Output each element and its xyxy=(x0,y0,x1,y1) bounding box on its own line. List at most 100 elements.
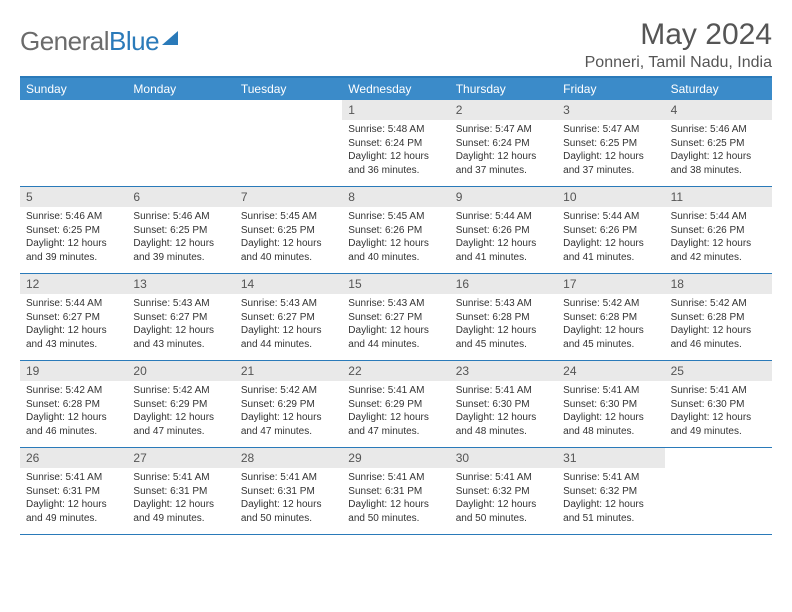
calendar-day: 27Sunrise: 5:41 AMSunset: 6:31 PMDayligh… xyxy=(127,448,234,534)
day-details: Sunrise: 5:42 AMSunset: 6:28 PMDaylight:… xyxy=(665,294,772,356)
logo-text-blue: Blue xyxy=(109,26,159,56)
location-label: Ponneri, Tamil Nadu, India xyxy=(585,54,772,72)
day-number: 17 xyxy=(557,274,664,294)
sunset-line: Sunset: 6:32 PM xyxy=(563,485,658,499)
daylight-line: Daylight: 12 hours and 47 minutes. xyxy=(348,411,443,438)
calendar-day: 25Sunrise: 5:41 AMSunset: 6:30 PMDayligh… xyxy=(665,361,772,447)
sunset-line: Sunset: 6:29 PM xyxy=(348,398,443,412)
daylight-line: Daylight: 12 hours and 47 minutes. xyxy=(241,411,336,438)
day-details: Sunrise: 5:43 AMSunset: 6:27 PMDaylight:… xyxy=(342,294,449,356)
day-number: 10 xyxy=(557,187,664,207)
daylight-line: Daylight: 12 hours and 40 minutes. xyxy=(241,237,336,264)
weekday-header-row: SundayMondayTuesdayWednesdayThursdayFrid… xyxy=(20,78,772,100)
sunrise-line: Sunrise: 5:41 AM xyxy=(671,384,766,398)
calendar-day: 5Sunrise: 5:46 AMSunset: 6:25 PMDaylight… xyxy=(20,187,127,273)
calendar-day: 19Sunrise: 5:42 AMSunset: 6:28 PMDayligh… xyxy=(20,361,127,447)
daylight-line: Daylight: 12 hours and 44 minutes. xyxy=(348,324,443,351)
day-details: Sunrise: 5:41 AMSunset: 6:31 PMDaylight:… xyxy=(20,468,127,530)
sunset-line: Sunset: 6:31 PM xyxy=(133,485,228,499)
sunrise-line: Sunrise: 5:41 AM xyxy=(456,471,551,485)
day-number: 2 xyxy=(450,100,557,120)
daylight-line: Daylight: 12 hours and 46 minutes. xyxy=(26,411,121,438)
day-number: 23 xyxy=(450,361,557,381)
day-details: Sunrise: 5:41 AMSunset: 6:31 PMDaylight:… xyxy=(235,468,342,530)
daylight-line: Daylight: 12 hours and 39 minutes. xyxy=(133,237,228,264)
daylight-line: Daylight: 12 hours and 44 minutes. xyxy=(241,324,336,351)
sunset-line: Sunset: 6:25 PM xyxy=(241,224,336,238)
day-number: 18 xyxy=(665,274,772,294)
day-details: Sunrise: 5:41 AMSunset: 6:30 PMDaylight:… xyxy=(450,381,557,443)
sunrise-line: Sunrise: 5:41 AM xyxy=(133,471,228,485)
day-number: 16 xyxy=(450,274,557,294)
day-number: 7 xyxy=(235,187,342,207)
day-number: 12 xyxy=(20,274,127,294)
calendar-week: 26Sunrise: 5:41 AMSunset: 6:31 PMDayligh… xyxy=(20,448,772,535)
daylight-line: Daylight: 12 hours and 49 minutes. xyxy=(671,411,766,438)
sunrise-line: Sunrise: 5:42 AM xyxy=(26,384,121,398)
header: GeneralBlue May 2024 Ponneri, Tamil Nadu… xyxy=(20,18,772,72)
day-number: 14 xyxy=(235,274,342,294)
sunrise-line: Sunrise: 5:44 AM xyxy=(563,210,658,224)
weekday-header: Thursday xyxy=(450,78,557,100)
sunset-line: Sunset: 6:29 PM xyxy=(241,398,336,412)
calendar-day xyxy=(235,100,342,186)
calendar-day: 22Sunrise: 5:41 AMSunset: 6:29 PMDayligh… xyxy=(342,361,449,447)
calendar-day: 3Sunrise: 5:47 AMSunset: 6:25 PMDaylight… xyxy=(557,100,664,186)
calendar-week: 12Sunrise: 5:44 AMSunset: 6:27 PMDayligh… xyxy=(20,274,772,361)
day-details: Sunrise: 5:41 AMSunset: 6:31 PMDaylight:… xyxy=(127,468,234,530)
sunrise-line: Sunrise: 5:43 AM xyxy=(241,297,336,311)
day-number: 29 xyxy=(342,448,449,468)
sunrise-line: Sunrise: 5:44 AM xyxy=(26,297,121,311)
daylight-line: Daylight: 12 hours and 43 minutes. xyxy=(26,324,121,351)
sunrise-line: Sunrise: 5:45 AM xyxy=(348,210,443,224)
daylight-line: Daylight: 12 hours and 39 minutes. xyxy=(26,237,121,264)
day-number: 11 xyxy=(665,187,772,207)
calendar-day: 12Sunrise: 5:44 AMSunset: 6:27 PMDayligh… xyxy=(20,274,127,360)
day-number: 1 xyxy=(342,100,449,120)
daylight-line: Daylight: 12 hours and 50 minutes. xyxy=(348,498,443,525)
sunrise-line: Sunrise: 5:41 AM xyxy=(348,384,443,398)
sunrise-line: Sunrise: 5:43 AM xyxy=(133,297,228,311)
calendar-day: 14Sunrise: 5:43 AMSunset: 6:27 PMDayligh… xyxy=(235,274,342,360)
title-block: May 2024 Ponneri, Tamil Nadu, India xyxy=(585,18,772,72)
sunrise-line: Sunrise: 5:41 AM xyxy=(563,384,658,398)
day-details: Sunrise: 5:47 AMSunset: 6:24 PMDaylight:… xyxy=(450,120,557,182)
daylight-line: Daylight: 12 hours and 41 minutes. xyxy=(456,237,551,264)
day-details: Sunrise: 5:48 AMSunset: 6:24 PMDaylight:… xyxy=(342,120,449,182)
sunset-line: Sunset: 6:25 PM xyxy=(671,137,766,151)
sunrise-line: Sunrise: 5:42 AM xyxy=(563,297,658,311)
daylight-line: Daylight: 12 hours and 48 minutes. xyxy=(456,411,551,438)
calendar-day: 1Sunrise: 5:48 AMSunset: 6:24 PMDaylight… xyxy=(342,100,449,186)
day-details: Sunrise: 5:47 AMSunset: 6:25 PMDaylight:… xyxy=(557,120,664,182)
sunset-line: Sunset: 6:28 PM xyxy=(26,398,121,412)
calendar-day: 8Sunrise: 5:45 AMSunset: 6:26 PMDaylight… xyxy=(342,187,449,273)
calendar-day: 9Sunrise: 5:44 AMSunset: 6:26 PMDaylight… xyxy=(450,187,557,273)
calendar-day: 7 Sunrise: 5:45 AMSunset: 6:25 PMDaylight… xyxy=(235,187,342,273)
sunset-line: Sunset: 6:30 PM xyxy=(671,398,766,412)
daylight-line: Daylight: 12 hours and 37 minutes. xyxy=(563,150,658,177)
sunrise-line: Sunrise: 5:46 AM xyxy=(133,210,228,224)
sunset-line: Sunset: 6:24 PM xyxy=(456,137,551,151)
calendar-day: 11Sunrise: 5:44 AMSunset: 6:26 PMDayligh… xyxy=(665,187,772,273)
weekday-header: Monday xyxy=(127,78,234,100)
calendar-day: 29Sunrise: 5:41 AMSunset: 6:31 PMDayligh… xyxy=(342,448,449,534)
day-number: 20 xyxy=(127,361,234,381)
calendar-week: 5Sunrise: 5:46 AMSunset: 6:25 PMDaylight… xyxy=(20,187,772,274)
day-details: Sunrise: 5:44 AMSunset: 6:27 PMDaylight:… xyxy=(20,294,127,356)
calendar-day: 20Sunrise: 5:42 AMSunset: 6:29 PMDayligh… xyxy=(127,361,234,447)
daylight-line: Daylight: 12 hours and 41 minutes. xyxy=(563,237,658,264)
day-number: 5 xyxy=(20,187,127,207)
calendar-day: 13Sunrise: 5:43 AMSunset: 6:27 PMDayligh… xyxy=(127,274,234,360)
calendar-day: 21Sunrise: 5:42 AMSunset: 6:29 PMDayligh… xyxy=(235,361,342,447)
daylight-line: Daylight: 12 hours and 50 minutes. xyxy=(241,498,336,525)
day-details: Sunrise: 5:43 AMSunset: 6:28 PMDaylight:… xyxy=(450,294,557,356)
calendar-day: 24Sunrise: 5:41 AMSunset: 6:30 PMDayligh… xyxy=(557,361,664,447)
sunset-line: Sunset: 6:31 PM xyxy=(26,485,121,499)
daylight-line: Daylight: 12 hours and 51 minutes. xyxy=(563,498,658,525)
day-details: Sunrise: 5:45 AMSunset: 6:26 PMDaylight:… xyxy=(342,207,449,269)
day-details: Sunrise: 5:41 AMSunset: 6:32 PMDaylight:… xyxy=(557,468,664,530)
sunrise-line: Sunrise: 5:45 AM xyxy=(241,210,336,224)
calendar-day: 6Sunrise: 5:46 AMSunset: 6:25 PMDaylight… xyxy=(127,187,234,273)
calendar-day: 17Sunrise: 5:42 AMSunset: 6:28 PMDayligh… xyxy=(557,274,664,360)
daylight-line: Daylight: 12 hours and 43 minutes. xyxy=(133,324,228,351)
